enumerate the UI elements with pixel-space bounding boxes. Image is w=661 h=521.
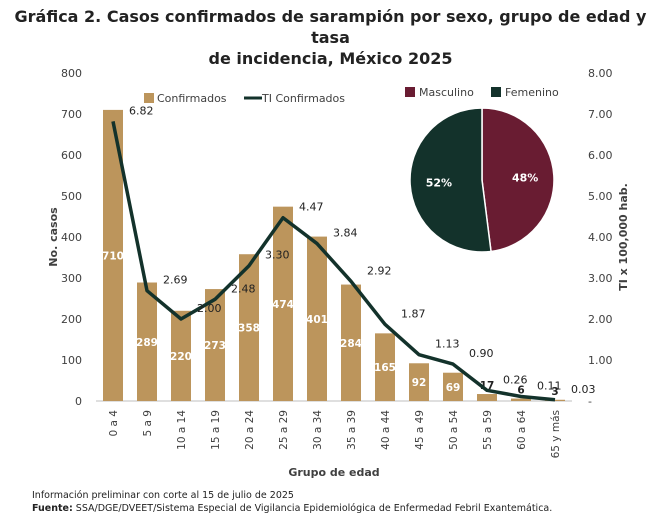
x-tick-label: 0 a 4 [108,410,120,437]
footer-source-label: Fuente: [32,503,73,514]
bar-data-label: 3 [551,386,558,398]
x-axis-title: Grupo de edad [288,466,379,479]
x-tick-label: 40 a 44 [380,410,392,450]
legend-label-masculino: Masculino [419,86,474,99]
line-data-label: 2.69 [163,274,188,287]
footer-note: Información preliminar con corte al 15 d… [32,490,294,501]
chart-title-line-1: Gráfica 2. Casos confirmados de sarampió… [14,7,647,47]
bar-data-label: 165 [374,362,396,374]
pie-data-label: 48% [512,171,538,184]
chart-footer: Información preliminar con corte al 15 d… [32,489,552,515]
y2-tick-label: 4.00 [588,231,613,244]
bar [273,206,293,401]
bar [171,310,191,401]
x-tick-label: 60 a 64 [516,410,528,450]
bar-data-label: 92 [412,377,427,389]
line-data-label: 0.26 [503,373,528,386]
bar [443,372,463,401]
y-tick-label: 200 [61,313,82,326]
y2-tick-label: 6.00 [588,149,613,162]
y-tick-label: 100 [61,354,82,367]
line-data-label: 0.90 [469,347,494,360]
x-tick-label: 10 a 14 [176,410,188,450]
footer-source: Fuente: SSA/DGE/DVEET/Sistema Especial d… [32,502,552,515]
pie-slice [481,107,555,253]
y-tick-label: 400 [61,231,82,244]
bar [307,236,327,401]
x-tick-label: 15 a 19 [210,410,222,450]
y2-tick-label: 2.00 [588,313,613,326]
line-data-label: 1.13 [435,338,460,351]
bar [341,284,361,401]
x-tick-label: 30 a 34 [312,410,324,450]
y-tick-label: 800 [61,67,82,80]
y2-tick-label: 8.00 [588,67,613,80]
bar-data-label: 401 [306,314,328,326]
legend-swatch-masculino [405,87,415,97]
x-tick-label: 5 a 9 [142,410,154,436]
line-data-label: 2.00 [197,302,222,315]
chart-title: Gráfica 2. Casos confirmados de sarampió… [0,6,661,69]
line-data-label: 0.03 [571,383,596,396]
y-tick-label: 600 [61,149,82,162]
chart-title-line-2: de incidencia, México 2025 [208,49,453,68]
y-tick-label: 300 [61,272,82,285]
legend-swatch-femenino [491,87,501,97]
line-data-label: 3.84 [333,227,358,240]
pie-data-label: 52% [426,177,452,190]
legend-label-confirmados: Confirmados [157,92,227,105]
x-tick-label: 55 a 59 [482,410,494,450]
bar [477,394,497,401]
line-data-label: 6.82 [129,104,154,117]
bar-data-label: 220 [170,351,192,363]
bar [545,399,565,401]
y-tick-label: 0 [75,395,82,408]
y2-tick-label: 1.00 [588,354,613,367]
bar-data-label: 358 [238,323,260,335]
bar [205,289,225,401]
x-tick-label: 65 y más [550,410,562,458]
bar-data-label: 474 [272,299,294,311]
bar [103,109,123,402]
x-tick-label: 20 a 24 [244,410,256,450]
x-tick-label: 35 a 39 [346,410,358,450]
line-data-label: 0.11 [537,379,562,392]
y2-tick-label: 3.00 [588,272,613,285]
y-tick-label: 700 [61,108,82,121]
bar-data-label: 289 [136,337,158,349]
line-ti-confirmados [111,121,556,402]
legend-label-femenino: Femenino [505,86,559,99]
y-tick-label: 500 [61,190,82,203]
x-tick-label: 25 a 29 [278,410,290,450]
x-tick-label: 50 a 54 [448,410,460,450]
y2-axis-title: TI x 100,000 hab. [617,183,630,291]
bar [511,398,531,401]
y2-tick-label: 5.00 [588,190,613,203]
bar [137,282,157,401]
pie-slice [409,107,492,253]
bar-data-label: 273 [204,340,226,352]
bar-data-label: 69 [446,382,461,394]
bar-data-label: 6 [517,385,524,397]
bar [239,254,259,401]
x-tick-label: 45 a 49 [414,410,426,450]
bar [409,363,429,401]
y-axis-title: No. casos [47,207,60,267]
legend-label-ti: TI Confirmados [261,92,345,105]
line-data-label: 2.92 [367,264,392,277]
line-data-label: 1.87 [401,307,426,320]
bar [375,333,395,401]
bar-data-label: 710 [102,250,124,262]
line-data-label: 2.48 [231,282,256,295]
line-data-label: 4.47 [299,201,324,214]
legend-swatch-confirmados [144,93,154,103]
y2-tick-label: - [588,395,592,408]
y2-tick-label: 7.00 [588,108,613,121]
footer-source-text: SSA/DGE/DVEET/Sistema Especial de Vigila… [72,503,553,514]
line-data-label: 3.30 [265,249,290,262]
bar-data-label: 284 [340,338,362,350]
